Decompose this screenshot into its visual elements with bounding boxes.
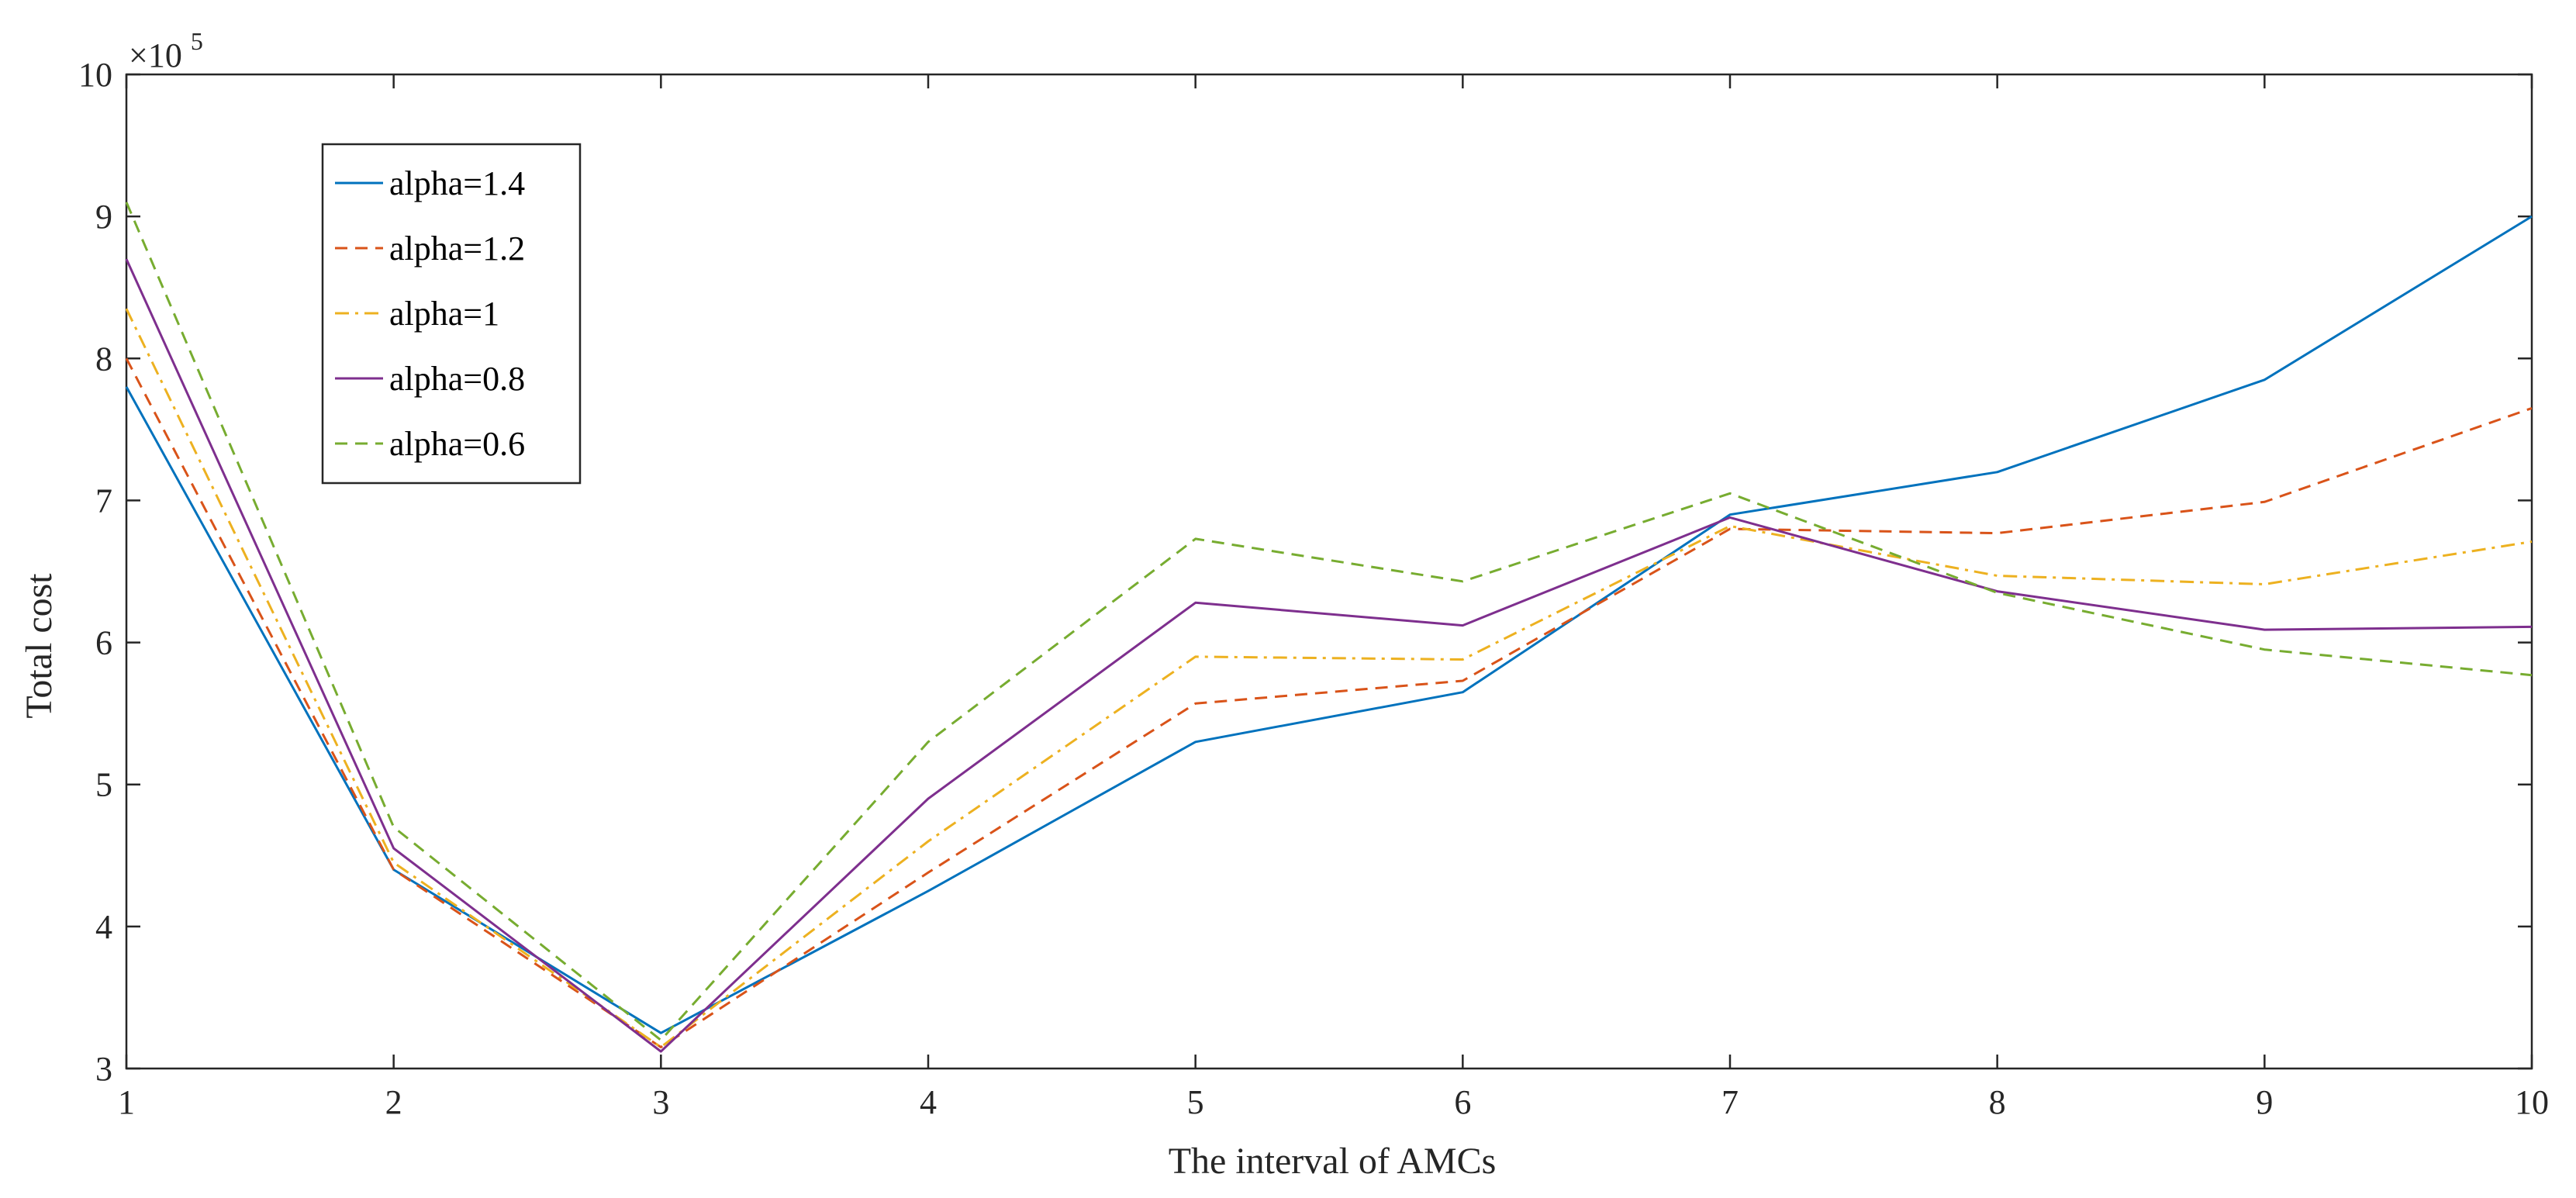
x-tick-label-7: 7 [1721, 1083, 1739, 1121]
y-axis-multiplier: ×10 5 [129, 27, 203, 74]
y-tick-label-10: 10 [78, 56, 112, 94]
legend: alpha=1.4 alpha=1.2 alpha=1 alpha=0.8 alpha=… [321, 143, 582, 485]
series-line-alpha-1-2 [125, 357, 2533, 1048]
y-tick-label-6: 6 [95, 624, 112, 662]
series-line-alpha-1 [125, 308, 2533, 1048]
labels-layer: The interval of AMCs Total cost ×10 5 [19, 27, 1496, 1182]
legend-label-alpha-1: alpha=1 [389, 295, 499, 333]
y-tick-label-3: 3 [95, 1050, 112, 1088]
x-tick-label-8: 8 [1989, 1083, 2006, 1121]
y-axis-label: Total cost [19, 573, 60, 719]
x-tick-label-10: 10 [2515, 1083, 2549, 1121]
legend-label-alpha-1-4: alpha=1.4 [389, 164, 525, 202]
series-layer [125, 202, 2533, 1053]
legend-label-alpha-0-6: alpha=0.6 [389, 425, 525, 463]
series-line-alpha-0-8 [125, 258, 2533, 1053]
series-line-alpha-0-6 [125, 202, 2533, 1041]
x-tick-label-1: 1 [118, 1083, 135, 1121]
y-axis-multiplier-exponent: 5 [191, 27, 203, 55]
legend-label-alpha-0-8: alpha=0.8 [389, 360, 525, 398]
legend-label-alpha-1-2: alpha=1.2 [389, 230, 525, 268]
y-axis-multiplier-base: ×10 [129, 36, 182, 74]
y-tick-label-7: 7 [95, 482, 112, 520]
x-tick-label-3: 3 [652, 1083, 669, 1121]
y-tick-label-5: 5 [95, 766, 112, 804]
x-tick-label-6: 6 [1454, 1083, 1471, 1121]
y-tick-label-8: 8 [95, 340, 112, 378]
x-axis-label: The interval of AMCs [1169, 1141, 1497, 1182]
y-tick-label-9: 9 [95, 198, 112, 236]
x-tick-label-4: 4 [920, 1083, 937, 1121]
x-tick-label-5: 5 [1187, 1083, 1204, 1121]
y-tick-label-4: 4 [95, 908, 112, 946]
x-tick-label-2: 2 [385, 1083, 402, 1121]
x-tick-label-9: 9 [2256, 1083, 2273, 1121]
